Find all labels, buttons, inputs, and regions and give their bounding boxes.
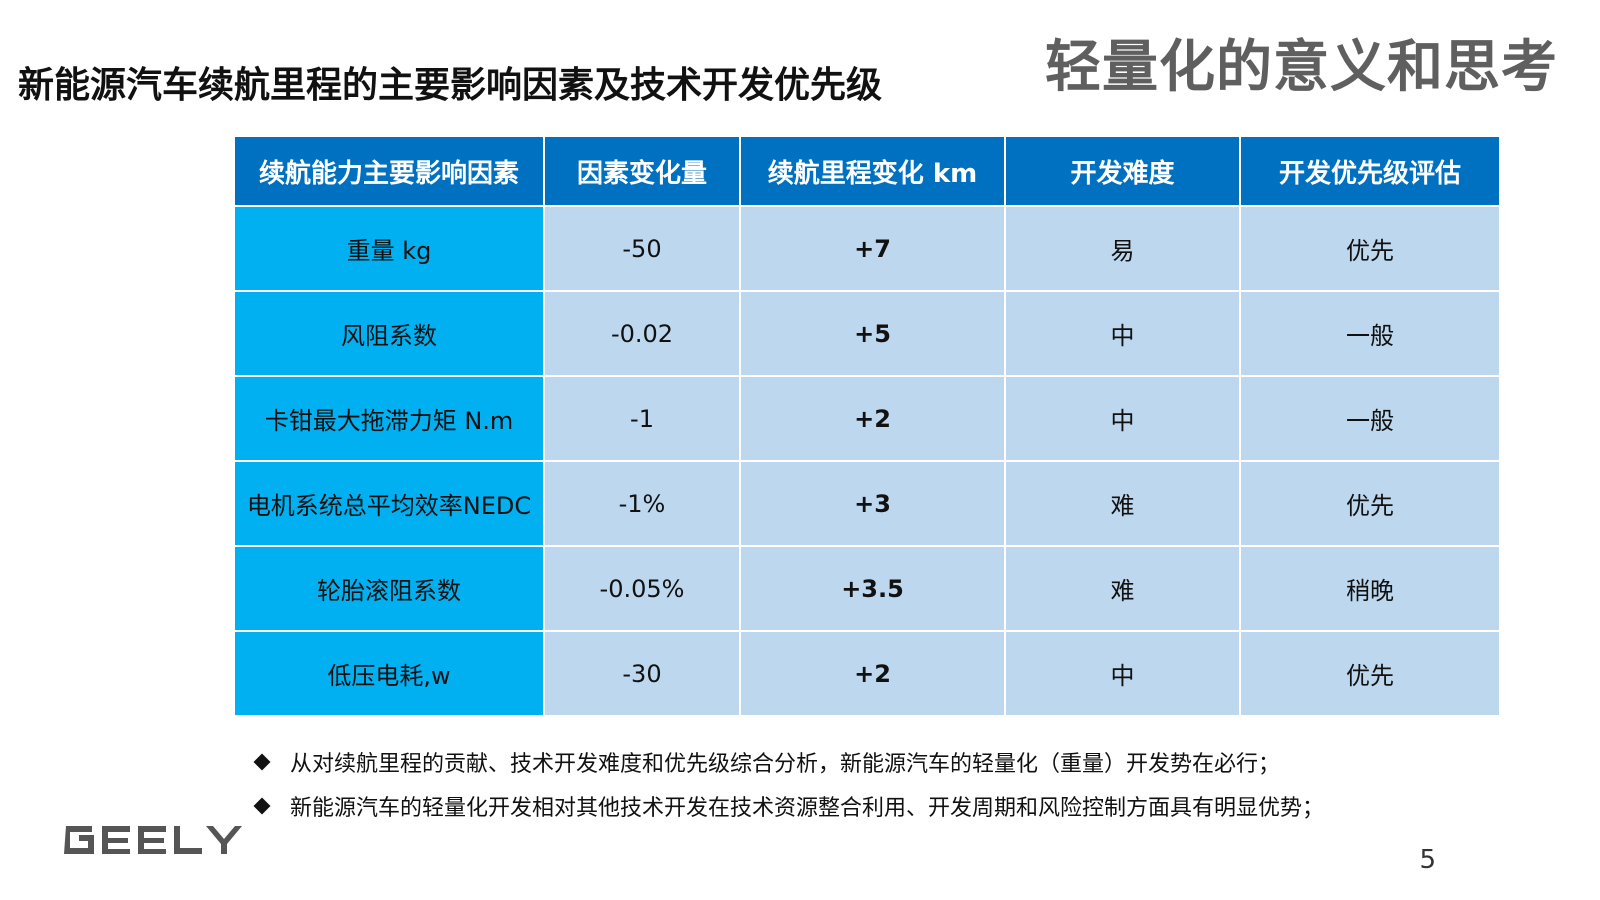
- table-header-row: 续航能力主要影响因素 因素变化量 续航里程变化 km 开发难度 开发优先级评估: [233, 135, 1501, 207]
- bullet-text: 新能源汽车的轻量化开发相对其他技术开发在技术资源整合利用、开发周期和风险控制方面…: [290, 796, 1325, 821]
- page-number: 5: [1419, 845, 1436, 875]
- change-cell: -1: [543, 375, 741, 462]
- header-change: 因素变化量: [543, 135, 741, 207]
- table-row: 低压电耗,w -30 +2 中 优先: [233, 630, 1501, 717]
- diamond-bullet-icon: [253, 797, 271, 815]
- bullet-item: 新能源汽车的轻量化开发相对其他技术开发在技术资源整合利用、开发周期和风险控制方面…: [252, 784, 1324, 828]
- geely-logo: [60, 818, 246, 862]
- bullet-text: 从对续航里程的贡献、技术开发难度和优先级综合分析，新能源汽车的轻量化（重量）开发…: [290, 752, 1281, 777]
- table-row: 风阻系数 -0.02 +5 中 一般: [233, 290, 1501, 377]
- priority-cell: 稍晚: [1239, 545, 1501, 632]
- range-change-cell: +3.5: [739, 545, 1006, 632]
- header-priority: 开发优先级评估: [1239, 135, 1501, 207]
- change-cell: -0.02: [543, 290, 741, 377]
- bullet-item: 从对续航里程的贡献、技术开发难度和优先级综合分析，新能源汽车的轻量化（重量）开发…: [252, 740, 1324, 784]
- factor-cell: 轮胎滚阻系数: [233, 545, 545, 632]
- difficulty-cell: 难: [1004, 545, 1241, 632]
- change-cell: -30: [543, 630, 741, 717]
- difficulty-cell: 难: [1004, 460, 1241, 547]
- factor-cell: 电机系统总平均效率NEDC: [233, 460, 545, 547]
- change-cell: -1%: [543, 460, 741, 547]
- table-row: 轮胎滚阻系数 -0.05% +3.5 难 稍晚: [233, 545, 1501, 632]
- table-row: 卡钳最大拖滞力矩 N.m -1 +2 中 一般: [233, 375, 1501, 462]
- table-row: 电机系统总平均效率NEDC -1% +3 难 优先: [233, 460, 1501, 547]
- factor-cell: 卡钳最大拖滞力矩 N.m: [233, 375, 545, 462]
- header-factor: 续航能力主要影响因素: [233, 135, 545, 207]
- change-cell: -0.05%: [543, 545, 741, 632]
- difficulty-cell: 中: [1004, 290, 1241, 377]
- page-title: 新能源汽车续航里程的主要影响因素及技术开发优先级: [18, 65, 883, 106]
- range-change-cell: +5: [739, 290, 1006, 377]
- factor-cell: 风阻系数: [233, 290, 545, 377]
- table-row: 重量 kg -50 +7 易 优先: [233, 205, 1501, 292]
- range-change-cell: +7: [739, 205, 1006, 292]
- range-change-cell: +2: [739, 630, 1006, 717]
- priority-cell: 一般: [1239, 290, 1501, 377]
- priority-cell: 优先: [1239, 460, 1501, 547]
- bullet-list: 从对续航里程的贡献、技术开发难度和优先级综合分析，新能源汽车的轻量化（重量）开发…: [252, 740, 1324, 828]
- change-cell: -50: [543, 205, 741, 292]
- difficulty-cell: 中: [1004, 630, 1241, 717]
- difficulty-cell: 中: [1004, 375, 1241, 462]
- header-range-change: 续航里程变化 km: [739, 135, 1006, 207]
- section-title: 轻量化的意义和思考: [1045, 35, 1558, 100]
- factor-cell: 低压电耗,w: [233, 630, 545, 717]
- factors-table: 续航能力主要影响因素 因素变化量 续航里程变化 km 开发难度 开发优先级评估 …: [233, 135, 1501, 717]
- priority-cell: 优先: [1239, 630, 1501, 717]
- range-change-cell: +2: [739, 375, 1006, 462]
- diamond-bullet-icon: [253, 753, 271, 771]
- geely-logo-icon: [64, 826, 242, 854]
- difficulty-cell: 易: [1004, 205, 1241, 292]
- range-change-cell: +3: [739, 460, 1006, 547]
- header-difficulty: 开发难度: [1004, 135, 1241, 207]
- priority-cell: 一般: [1239, 375, 1501, 462]
- priority-cell: 优先: [1239, 205, 1501, 292]
- factor-cell: 重量 kg: [233, 205, 545, 292]
